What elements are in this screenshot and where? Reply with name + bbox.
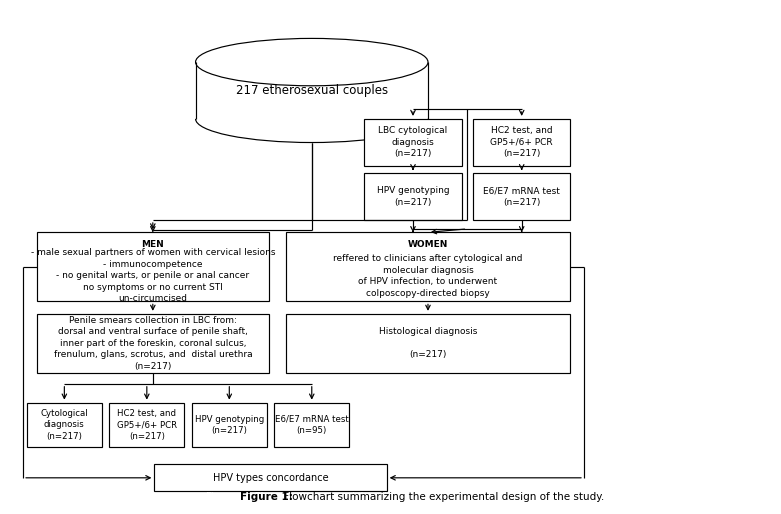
Text: 217 etherosexual couples: 217 etherosexual couples <box>236 84 388 97</box>
Bar <box>27 402 102 447</box>
Text: Figure 1: Flowchart summarizing the experimental design of the study.: Figure 1: Flowchart summarizing the expe… <box>205 492 576 502</box>
Text: HC2 test, and
GP5+/6+ PCR
(n=217): HC2 test, and GP5+/6+ PCR (n=217) <box>117 409 177 440</box>
Text: HC2 test, and
GP5+/6+ PCR
(n=217): HC2 test, and GP5+/6+ PCR (n=217) <box>490 126 553 158</box>
Text: Cytological
diagnosis
(n=217): Cytological diagnosis (n=217) <box>41 409 88 440</box>
Text: WOMEN: WOMEN <box>408 240 448 249</box>
Text: - male sexual partners of women with cervical lesions
- immunocompetence
- no ge: - male sexual partners of women with cer… <box>30 248 275 303</box>
Text: reffered to clinicians after cytological and
molecular diagnosis
of HPV infectio: reffered to clinicians after cytological… <box>333 254 522 298</box>
Bar <box>286 314 570 373</box>
Text: LBC cytological
diagnosis
(n=217): LBC cytological diagnosis (n=217) <box>378 126 448 158</box>
Bar <box>192 402 267 447</box>
Text: E6/E7 mRNA test
(n=95): E6/E7 mRNA test (n=95) <box>275 415 348 435</box>
Text: E6/E7 mRNA test
(n=217): E6/E7 mRNA test (n=217) <box>483 187 560 207</box>
Bar <box>109 402 184 447</box>
Text: Flowchart summarizing the experimental design of the study.: Flowchart summarizing the experimental d… <box>280 492 604 502</box>
Bar <box>364 119 462 166</box>
Text: Penile smears collection in LBC from:
dorsal and ventral surface of penile shaft: Penile smears collection in LBC from: do… <box>54 316 252 371</box>
Text: Histological diagnosis

(n=217): Histological diagnosis (n=217) <box>379 327 477 359</box>
Text: HPV genotyping
(n=217): HPV genotyping (n=217) <box>194 415 264 435</box>
Bar <box>37 314 269 373</box>
Bar <box>286 232 570 301</box>
Bar <box>155 464 387 491</box>
Text: HPV types concordance: HPV types concordance <box>212 473 328 483</box>
Text: Figure 1:: Figure 1: <box>241 492 294 502</box>
Bar <box>473 173 570 220</box>
Bar <box>37 232 269 301</box>
Bar <box>364 173 462 220</box>
Bar <box>274 402 349 447</box>
Bar <box>473 119 570 166</box>
Bar <box>195 62 428 119</box>
Text: MEN: MEN <box>141 240 164 249</box>
Text: HPV genotyping
(n=217): HPV genotyping (n=217) <box>376 187 449 207</box>
Ellipse shape <box>195 39 428 86</box>
